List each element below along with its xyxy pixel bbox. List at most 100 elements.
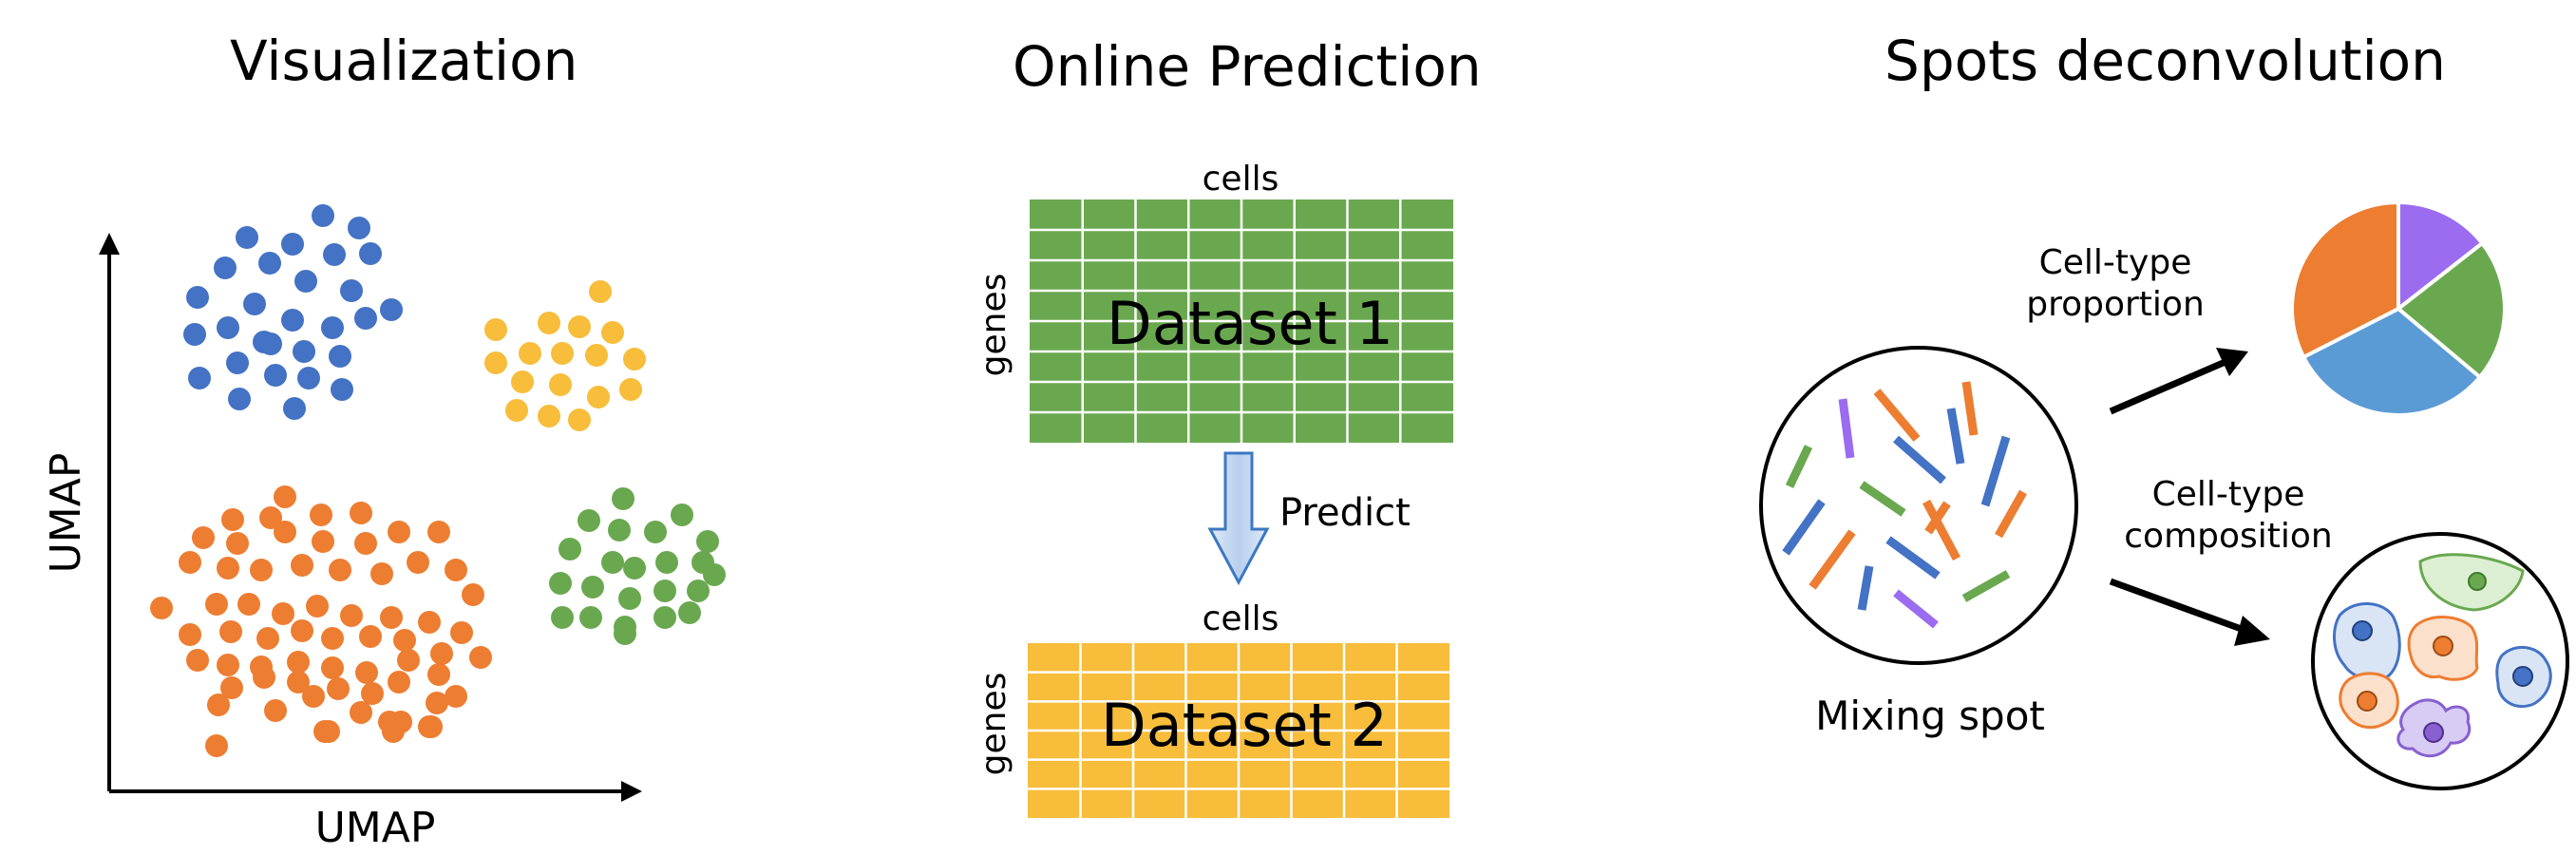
orange-cluster-point — [407, 551, 429, 574]
cell-fragment — [1873, 389, 1921, 442]
orange-cluster-point — [393, 629, 416, 652]
green-cluster-point — [559, 538, 581, 560]
orange-cluster-point — [361, 682, 384, 705]
orange-cluster-point — [186, 649, 209, 672]
orange-cluster-point — [388, 671, 410, 694]
proportion-label-line1: Cell-type — [2039, 243, 2192, 282]
blue-cluster-point — [323, 243, 346, 266]
visualization-panel: UMAP UMAP — [42, 204, 726, 852]
orange-cluster-point — [388, 521, 410, 543]
blue-cluster-point — [312, 204, 334, 227]
orange-cluster-point — [380, 606, 403, 629]
orange-cluster-point — [310, 504, 332, 526]
green-cluster-point — [671, 504, 693, 526]
mixed-cell-fragments — [1782, 381, 2027, 629]
yellow-cluster-point — [538, 405, 560, 428]
green-cluster-point — [644, 521, 667, 543]
blue-cluster-point — [283, 397, 306, 420]
orange-cluster-point — [192, 526, 215, 549]
orange-cluster-point — [420, 715, 443, 738]
orange-cluster-point — [340, 604, 363, 627]
blue-cluster-point — [321, 316, 344, 339]
orange-cluster-point — [430, 642, 453, 665]
orange-cluster-point — [354, 532, 377, 555]
orange-cluster-point — [259, 506, 282, 529]
composition-label-line1: Cell-type — [2152, 475, 2305, 514]
orange-cluster-point — [350, 502, 372, 524]
blue-cluster-point — [183, 323, 206, 346]
dataset2-name: Dataset 2 — [1101, 691, 1388, 760]
dataset2-cells-label: cells — [1203, 599, 1279, 638]
blue-cluster-point — [340, 279, 363, 302]
orange-cluster-point — [397, 649, 420, 672]
yellow-cluster-point — [585, 344, 608, 367]
pie-slice-green — [2395, 240, 2507, 380]
orange-cluster-point — [256, 627, 279, 650]
blue-cluster-point — [228, 388, 251, 410]
orange-cluster-point — [445, 685, 467, 708]
blue-cluster-point — [186, 286, 209, 309]
orange-cluster-point — [205, 734, 228, 757]
yellow-cluster-point — [619, 378, 642, 401]
orange-cluster-point — [274, 521, 296, 543]
green-cluster-point — [608, 519, 631, 542]
orange-cluster-point — [217, 654, 239, 676]
orange-cluster-point — [205, 593, 228, 616]
predict-arrow — [1207, 451, 1270, 586]
orange-cluster-point — [250, 559, 273, 581]
cell-fragment — [1782, 499, 1826, 556]
cell-fragment — [1838, 398, 1855, 459]
blue-cluster-point — [329, 345, 351, 368]
blue-cluster-point — [259, 332, 282, 355]
yellow-cluster-point — [519, 342, 541, 365]
blue-cluster-point — [236, 226, 258, 249]
proportion-arrow — [2109, 357, 2229, 415]
visualization-title: Visualization — [230, 28, 578, 93]
cell-fragment — [1859, 481, 1906, 517]
orange-cluster-point — [272, 602, 294, 625]
green-cluster-point — [551, 606, 574, 629]
composition-label-line2: composition — [2124, 517, 2332, 556]
green-cluster-point — [653, 580, 676, 602]
cell-fragment — [1961, 570, 2011, 602]
orange-cluster-point — [462, 583, 484, 606]
predict-label: Predict — [1279, 491, 1411, 535]
cell-fragment — [1924, 501, 1951, 535]
green-cluster-point — [549, 572, 572, 595]
blue-cell-1-nucleus — [2352, 620, 2373, 641]
green-cluster-point — [578, 509, 600, 532]
yellow-cluster-point — [623, 348, 646, 370]
blue-cell-1 — [2333, 602, 2401, 682]
blue-cluster-point — [380, 298, 403, 321]
orange-cluster-point — [321, 627, 344, 650]
blue-cluster-point — [281, 309, 304, 332]
green-cluster-point — [581, 576, 604, 598]
orange-cluster-point — [427, 663, 450, 686]
orange-cluster-point — [450, 621, 473, 644]
blue-cluster-point — [293, 340, 315, 363]
green-cluster-point — [623, 557, 646, 580]
orange-cluster-point — [327, 677, 350, 700]
orange-cluster-point — [207, 694, 230, 716]
orange-cell-1-nucleus — [2433, 636, 2453, 656]
green-cluster-point — [696, 530, 719, 553]
blue-cluster-point — [214, 256, 237, 279]
blue-cluster-point — [226, 352, 249, 374]
green-cluster-point — [653, 606, 676, 629]
blue-cluster-point — [243, 293, 266, 315]
orange-cluster-point — [312, 530, 334, 553]
cell-fragment — [1946, 408, 1965, 465]
cell-fragment — [1893, 589, 1939, 629]
orange-cluster-point — [382, 720, 405, 743]
blue-cluster-point — [331, 378, 353, 401]
y-axis-label: UMAP — [42, 453, 90, 574]
composition-arrowhead — [2234, 616, 2270, 646]
cell-fragment — [1885, 536, 1941, 580]
y-axis-arrowhead — [99, 233, 120, 255]
blue-cluster-point — [354, 307, 377, 330]
orange-cluster-point — [287, 651, 310, 674]
dataset2-matrix — [1028, 643, 1449, 818]
x-axis-label: UMAP — [315, 804, 436, 852]
orange-cluster-point — [427, 521, 450, 543]
